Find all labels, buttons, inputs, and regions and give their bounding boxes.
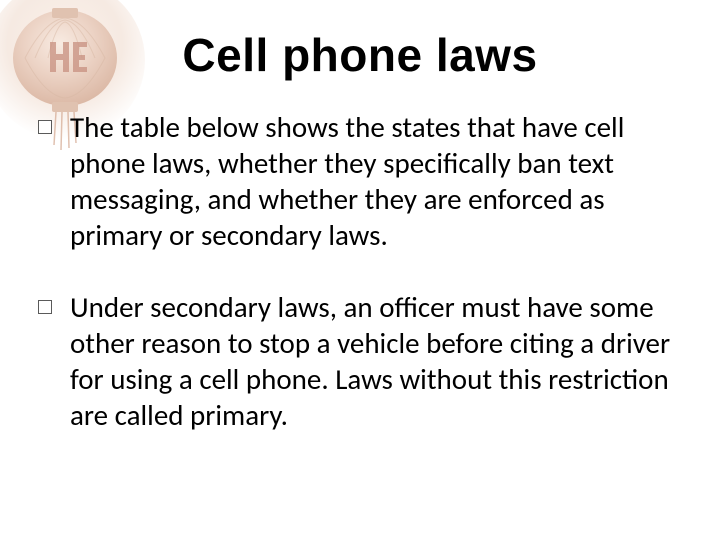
bullet-text: Under secondary laws, an officer must ha… — [70, 290, 682, 434]
bullet-item: The table below shows the states that ha… — [38, 110, 682, 254]
bullet-text: The table below shows the states that ha… — [70, 110, 682, 254]
bullet-marker-icon — [38, 300, 52, 314]
content-area: The table below shows the states that ha… — [38, 110, 682, 470]
bullet-item: Under secondary laws, an officer must ha… — [38, 290, 682, 434]
bullet-marker-icon — [38, 120, 52, 134]
slide-title: Cell phone laws — [0, 28, 720, 82]
